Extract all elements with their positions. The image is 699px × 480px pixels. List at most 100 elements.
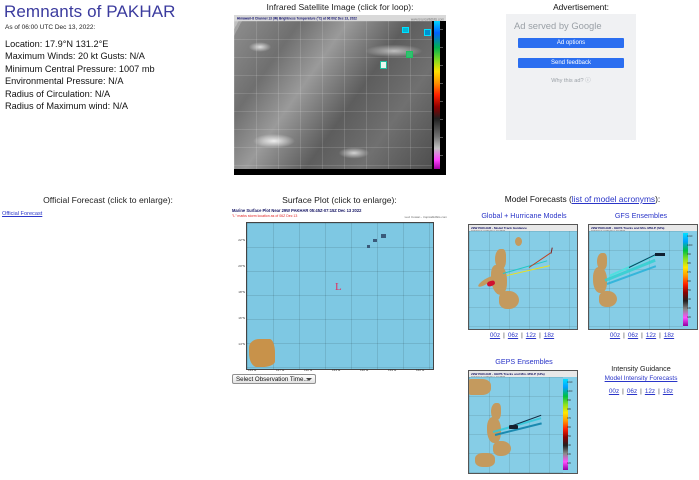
satellite-header-text: Himawari-8 Channel 13 (IR) Brightness Te… (237, 16, 357, 21)
stat-max-winds: Maximum Winds: 20 kt Gusts: N/A (5, 51, 145, 62)
link-18z[interactable]: 18z (662, 388, 674, 395)
surface-plot-caption: Surface Plot (click to enlarge): (282, 195, 397, 205)
model-forecasts-caption-prefix: Model Forecasts ( (504, 194, 572, 204)
map-header-text: 29W PAKHAR - GEFS Tracks and Min. MSLP (… (591, 226, 665, 230)
link-18z[interactable]: 18z (663, 332, 675, 339)
y-tick: 16°N (238, 316, 245, 320)
satellite-colorbar (434, 21, 440, 169)
surface-plot[interactable]: Marine Surface Plot Near 29W PAKHAR 05:4… (232, 208, 447, 384)
satellite-image[interactable]: Himawari-8 Channel 13 (IR) Brightness Te… (234, 15, 446, 175)
x-tick: 124°E (248, 368, 257, 372)
stat-env-pressure: Environmental Pressure: N/A (5, 76, 124, 87)
links-intensity-guidance: 00z | 06z | 12z | 18z (608, 388, 674, 395)
cbar-tick: 940 (567, 444, 571, 447)
satellite-feature-marker (380, 61, 387, 69)
cbar-tick: 960 (567, 426, 571, 429)
link-18z[interactable]: 18z (543, 332, 555, 339)
ad-options-button[interactable]: Ad options (518, 38, 624, 48)
observation-time-value: Select Observation Time... (236, 376, 309, 383)
y-tick: 20°N (238, 264, 245, 268)
as-of-timestamp: As of 06:00 UTC Dec 13, 2022: (5, 24, 96, 31)
x-tick: 136°E (360, 368, 369, 372)
cbar-tick: 1000 (567, 390, 573, 393)
cbar-tick: 990 (687, 253, 691, 256)
link-12z[interactable]: 12z (644, 388, 656, 395)
x-tick: 130°E (304, 368, 313, 372)
cbar-tick: 990 (567, 399, 571, 402)
map-header-text: 29W PAKHAR - Model Track Guidance (471, 226, 527, 230)
cbar-tick: 980 (567, 408, 571, 411)
link-06z[interactable]: 06z (627, 332, 639, 339)
satellite-caption: Infrared Satellite Image (click for loop… (266, 2, 414, 12)
link-12z[interactable]: 12z (645, 332, 657, 339)
satellite-credit: www.tropicaltidbits.com (410, 17, 444, 22)
why-this-ad-link[interactable]: Why this ad? ⓘ (551, 78, 591, 84)
link-06z[interactable]: 06z (507, 332, 519, 339)
observation-time-select[interactable]: Select Observation Time... (232, 374, 316, 384)
map-subheader-text: Initialized at 00z Dec 13 2022 (589, 230, 697, 231)
cbar-tick: 930 (687, 307, 691, 310)
map-body-global (469, 231, 577, 329)
model-intensity-forecasts-link[interactable]: Model Intensity Forecasts (604, 375, 678, 382)
storm-stats-list: Location: 17.9°N 131.2°E Maximum Winds: … (5, 38, 155, 112)
landmass-borneo (475, 453, 495, 467)
satellite-feature-marker (402, 27, 409, 33)
landmass-luzon (495, 249, 506, 269)
ensemble-mean-marker (655, 253, 665, 256)
map-header-gfs: 29W PAKHAR - GEFS Tracks and Min. MSLP (… (589, 225, 697, 231)
model-acronyms-link[interactable]: list of model acronyms (571, 194, 656, 204)
geps-colorbar-ticks: 1010 1000 990 980 970 960 950 940 930 92… (567, 379, 577, 470)
cbar-tick: 950 (687, 289, 691, 292)
cbar-tick: 970 (567, 417, 571, 420)
advertisement-caption: Advertisement: (553, 2, 609, 12)
panel-title-global-hurricane: Global + Hurricane Models (481, 211, 567, 220)
y-tick: 18°N (238, 290, 245, 294)
link-00z[interactable]: 00z (609, 332, 621, 339)
y-tick: 14°N (238, 342, 245, 346)
map-body-gfs (589, 231, 683, 329)
satellite-feature-marker (424, 29, 431, 36)
x-tick: 133°E (332, 368, 341, 372)
map-global-hurricane-models[interactable]: 29W PAKHAR - Model Track Guidance Initia… (468, 224, 578, 330)
cbar-tick: 960 (687, 280, 691, 283)
satellite-image-header: Himawari-8 Channel 13 (IR) Brightness Te… (234, 15, 446, 22)
satellite-feature-marker (406, 51, 413, 58)
model-forecasts-caption-suffix: ): (655, 194, 661, 204)
link-06z[interactable]: 06z (626, 388, 638, 395)
official-forecast-link[interactable]: Official Forecast (2, 211, 43, 217)
stat-location: Location: 17.9°N 131.2°E (5, 39, 109, 49)
link-00z[interactable]: 00z (489, 332, 501, 339)
map-gfs-ensembles[interactable]: 29W PAKHAR - GEFS Tracks and Min. MSLP (… (588, 224, 698, 330)
cbar-tick: 920 (567, 462, 571, 465)
satellite-grid-overlay (234, 21, 432, 169)
surface-plot-header: Marine Surface Plot Near 29W PAKHAR 05:4… (232, 208, 362, 213)
model-track-line (550, 247, 553, 254)
panel-title-gfs-ensembles: GFS Ensembles (614, 211, 668, 220)
cbar-tick: 950 (567, 435, 571, 438)
map-geps-ensembles[interactable]: 29W PAKHAR - GEPS Tracks and Min. MSLP (… (468, 370, 578, 474)
surface-plot-map[interactable]: L (246, 222, 434, 370)
map-header-geps: 29W PAKHAR - GEPS Tracks and Min. MSLP (… (469, 371, 577, 377)
landmass-luzon (491, 403, 501, 420)
cbar-tick: 930 (567, 453, 571, 456)
map-header-global: 29W PAKHAR - Model Track Guidance Initia… (469, 225, 577, 231)
geps-colorbar (563, 379, 568, 470)
link-12z[interactable]: 12z (525, 332, 537, 339)
page-title: Remnants of PAKHAR (4, 2, 176, 21)
links-gfs-ensembles: 00z | 06z | 12z | 18z (609, 332, 675, 339)
map-body-geps (469, 377, 563, 473)
surface-plot-credit: Levi Cowan - tropicaltidbits.com (404, 215, 447, 219)
island-marker (367, 245, 370, 248)
cbar-tick: 920 (687, 316, 691, 319)
map-subheader-text: Initialized at 00z Dec 13 2022 (469, 230, 577, 231)
stat-min-pressure: Minimum Central Pressure: 1007 mb (5, 63, 155, 74)
intensity-guidance-title: Intensity Guidance (611, 364, 671, 373)
gfs-colorbar-ticks: 1010 1000 990 980 970 960 950 940 930 92… (687, 233, 697, 326)
ad-served-by-label: Ad served by Google (514, 20, 602, 31)
ad-send-feedback-button[interactable]: Send feedback (518, 58, 624, 68)
landmass-mindanao (493, 441, 511, 456)
satellite-colorbar-ticks (440, 21, 446, 169)
landmass-philippines (593, 267, 607, 293)
link-00z[interactable]: 00z (608, 388, 620, 395)
